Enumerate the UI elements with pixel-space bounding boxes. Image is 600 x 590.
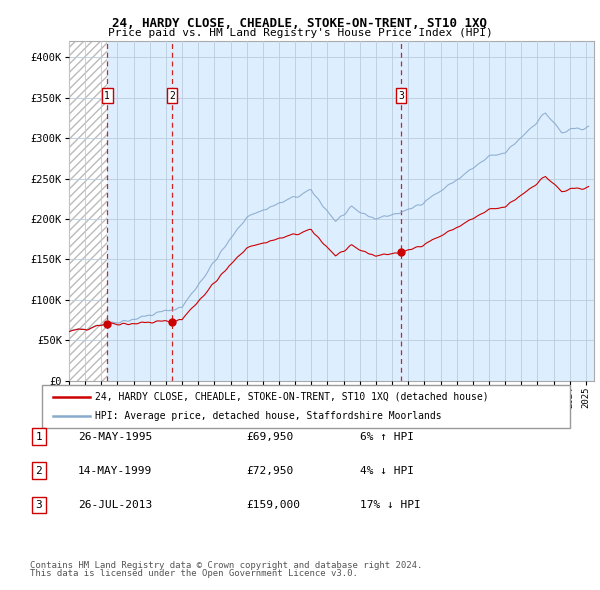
FancyBboxPatch shape	[42, 385, 570, 428]
Text: 2: 2	[35, 466, 43, 476]
Text: 2: 2	[169, 91, 175, 100]
Text: £159,000: £159,000	[246, 500, 300, 510]
Text: 14-MAY-1999: 14-MAY-1999	[78, 466, 152, 476]
Text: 1: 1	[104, 91, 110, 100]
Text: 4% ↓ HPI: 4% ↓ HPI	[360, 466, 414, 476]
Text: HPI: Average price, detached house, Staffordshire Moorlands: HPI: Average price, detached house, Staf…	[95, 411, 442, 421]
Text: 26-JUL-2013: 26-JUL-2013	[78, 500, 152, 510]
Text: 17% ↓ HPI: 17% ↓ HPI	[360, 500, 421, 510]
Text: 24, HARDY CLOSE, CHEADLE, STOKE-ON-TRENT, ST10 1XQ (detached house): 24, HARDY CLOSE, CHEADLE, STOKE-ON-TRENT…	[95, 392, 488, 402]
Text: 3: 3	[398, 91, 404, 100]
Text: Price paid vs. HM Land Registry's House Price Index (HPI): Price paid vs. HM Land Registry's House …	[107, 28, 493, 38]
Text: This data is licensed under the Open Government Licence v3.0.: This data is licensed under the Open Gov…	[30, 569, 358, 578]
Text: £69,950: £69,950	[246, 432, 293, 441]
Text: £72,950: £72,950	[246, 466, 293, 476]
Text: 6% ↑ HPI: 6% ↑ HPI	[360, 432, 414, 441]
Text: 26-MAY-1995: 26-MAY-1995	[78, 432, 152, 441]
Text: 3: 3	[35, 500, 43, 510]
Text: 1: 1	[35, 432, 43, 441]
Text: Contains HM Land Registry data © Crown copyright and database right 2024.: Contains HM Land Registry data © Crown c…	[30, 561, 422, 570]
Bar	[69, 41, 107, 381]
Text: 24, HARDY CLOSE, CHEADLE, STOKE-ON-TRENT, ST10 1XQ: 24, HARDY CLOSE, CHEADLE, STOKE-ON-TRENT…	[113, 17, 487, 30]
